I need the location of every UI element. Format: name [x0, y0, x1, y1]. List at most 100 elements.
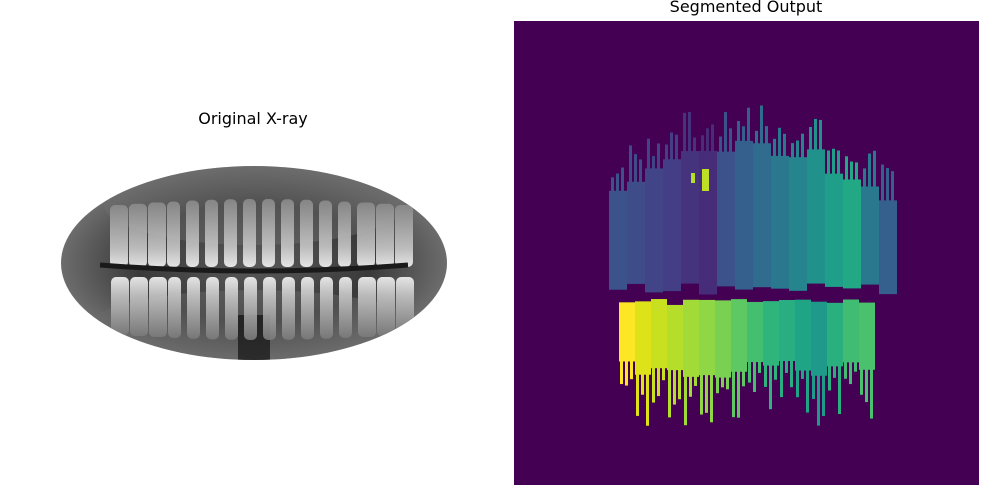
xray-lower-tooth — [244, 277, 257, 340]
xray-upper-tooth — [205, 199, 218, 267]
lower-root-segment — [668, 368, 671, 418]
lower-root-segment — [694, 374, 697, 386]
upper-root-segment — [742, 126, 745, 143]
upper-tooth-segment — [717, 151, 735, 287]
upper-tooth-segment — [861, 186, 879, 285]
xray-lower-tooth — [187, 277, 200, 339]
xray-upper-tooth — [395, 205, 413, 267]
lower-root-segment — [865, 367, 868, 403]
upper-root-segment — [863, 168, 866, 189]
xray-lower-tooth — [377, 277, 395, 337]
upper-tooth-segment — [627, 181, 645, 284]
lower-root-segment — [780, 359, 783, 398]
lower-root-segment — [630, 359, 633, 380]
lower-root-segment — [716, 375, 719, 394]
lower-tooth-segment — [651, 299, 667, 369]
lower-root-segment — [726, 375, 729, 390]
upper-tooth-segment — [825, 173, 843, 287]
upper-root-segment — [652, 156, 655, 171]
lower-root-segment — [684, 374, 687, 426]
upper-root-segment — [886, 167, 889, 203]
upper-tooth-segment — [645, 168, 663, 293]
lower-root-segment — [812, 373, 815, 399]
xray-upper-tooth — [281, 199, 294, 267]
upper-root-segment — [832, 148, 835, 176]
xray-upper-tooth — [167, 201, 180, 267]
xray-lower-tooth — [225, 277, 238, 340]
segmentation-panel-title: Segmented Output — [669, 0, 823, 16]
upper-root-segment — [719, 136, 722, 154]
lower-root-segment — [748, 360, 751, 383]
lower-root-segment — [678, 368, 681, 400]
upper-tooth-segment — [843, 179, 861, 289]
lower-tooth-segment — [715, 300, 731, 378]
segmentation-svg — [514, 21, 979, 485]
upper-root-segment — [778, 127, 781, 158]
upper-root-segment — [737, 120, 740, 143]
lower-root-segment — [801, 368, 804, 379]
xray-upper-tooth — [262, 199, 275, 267]
xray-lower-tooth — [111, 277, 129, 335]
upper-root-segment — [629, 145, 632, 184]
lower-root-segment — [769, 363, 772, 410]
upper-tooth-segment — [807, 149, 825, 284]
upper-root-segment — [616, 173, 619, 193]
xray-lower-tooth — [320, 277, 333, 339]
lower-root-segment — [849, 360, 852, 385]
lower-root-segment — [774, 363, 777, 380]
lower-root-segment — [662, 366, 665, 381]
lower-root-segment — [828, 364, 831, 391]
upper-root-segment — [773, 138, 776, 158]
lower-tooth-segment — [859, 302, 875, 370]
upper-root-segment — [706, 128, 709, 153]
upper-root-segment — [850, 161, 853, 182]
xray-upper-tooth — [319, 200, 332, 267]
lower-root-segment — [854, 360, 857, 372]
upper-root-segment — [639, 159, 642, 184]
xray-lower-tooth — [206, 277, 219, 340]
xray-lower-tooth — [339, 277, 352, 338]
lower-root-segment — [705, 373, 708, 413]
lower-root-segment — [657, 366, 660, 397]
lower-root-segment — [652, 366, 655, 403]
upper-root-segment — [701, 135, 704, 153]
xray-upper-tooth — [110, 205, 128, 267]
upper-root-segment — [647, 138, 650, 171]
lower-tooth-segment — [683, 299, 699, 377]
xray-upper-tooth — [186, 200, 199, 267]
lower-root-segment — [844, 360, 847, 379]
upper-root-segment — [819, 119, 822, 152]
upper-root-segment — [796, 140, 799, 160]
lower-tooth-segment — [667, 304, 683, 371]
upper-root-segment — [873, 150, 876, 189]
upper-root-segment — [711, 124, 714, 153]
lower-root-segment — [689, 374, 692, 397]
upper-root-segment — [760, 105, 763, 146]
upper-root-segment — [729, 128, 732, 154]
lower-root-segment — [758, 360, 761, 373]
upper-root-segment — [657, 143, 660, 171]
lower-tooth-segment — [779, 299, 795, 362]
upper-tooth-segment — [663, 159, 681, 292]
upper-root-segment — [881, 164, 884, 203]
upper-root-segment — [891, 171, 894, 203]
lower-tooth-segment — [635, 301, 651, 375]
lower-root-segment — [641, 372, 644, 395]
xray-upper-tooth — [148, 202, 166, 267]
lower-root-segment — [822, 373, 825, 417]
lower-tooth-segment — [811, 301, 827, 376]
upper-tooth-segment — [609, 190, 627, 290]
upper-root-segment — [675, 134, 678, 162]
xray-upper-tooth — [376, 203, 394, 267]
xray-lower-tooth — [130, 277, 148, 337]
upper-tooth-segment — [879, 200, 897, 295]
lower-root-segment — [673, 368, 676, 405]
lower-tooth-segment — [731, 299, 747, 372]
lower-root-segment — [790, 359, 793, 388]
lower-root-segment — [700, 373, 703, 415]
upper-root-segment — [827, 150, 830, 176]
xray-upper-tooth — [129, 203, 147, 267]
upper-root-segment — [611, 177, 614, 193]
upper-root-segment — [809, 126, 812, 152]
upper-tooth-segment — [735, 140, 753, 290]
